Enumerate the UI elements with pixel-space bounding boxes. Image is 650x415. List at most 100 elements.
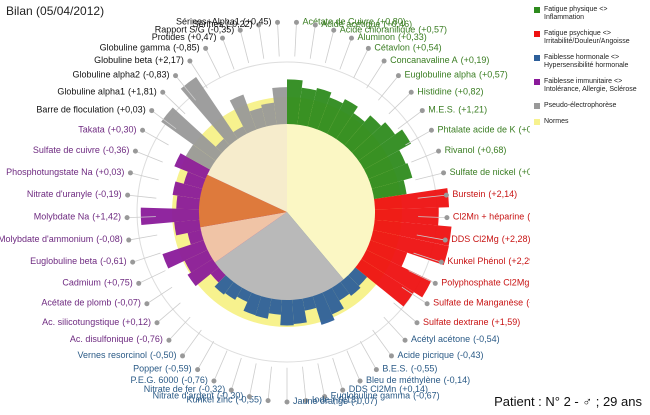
item-label: Acide acétique (+0,46)	[321, 19, 412, 29]
item-value-label: (-0,35)	[208, 25, 235, 35]
label-dot	[173, 73, 179, 79]
label-dot	[322, 394, 328, 400]
item-value-label: (-0,54)	[473, 335, 500, 345]
item-name: Rivanol	[445, 146, 475, 156]
item-value-label: (-0,08)	[96, 234, 123, 244]
item-label: Nitrate d'uranyle (-0,19)	[27, 190, 122, 200]
item-name: Molybdate d'ammonium	[0, 234, 93, 244]
label-dot	[432, 280, 438, 286]
label-connector	[339, 37, 352, 70]
label-connector	[401, 286, 428, 305]
legend-item: Pseudo-électrophorèse	[534, 102, 648, 110]
label-dot	[441, 170, 447, 176]
item-value-label: (+1,67)	[527, 212, 530, 222]
item-label: Acide picrique (-0,43)	[397, 350, 483, 360]
pie-sector	[200, 212, 287, 263]
label-connector	[413, 252, 442, 263]
item-name: DDS Cl2Mn	[349, 384, 397, 394]
label-dot	[438, 259, 444, 265]
item-value-label: (-0,22)	[226, 19, 253, 29]
item-value-label: (+2,28)	[502, 234, 530, 244]
item-label: Popper (-0,59)	[133, 364, 192, 374]
label-connector	[302, 366, 307, 401]
label-connector	[222, 37, 235, 70]
item-name: Euglobuline gamma	[331, 391, 411, 401]
legend-item: Normes	[534, 118, 648, 126]
item-label: Concanavaline A (+0,19)	[390, 55, 489, 65]
item-name: Acide acétique	[321, 19, 380, 29]
item-value-label: (-0,36)	[103, 146, 130, 156]
legend-swatch	[534, 79, 540, 85]
item-name: Phosphotungstate Na	[6, 167, 93, 177]
item-name: Kunkel zinc	[187, 395, 234, 405]
item-label: Kunkel zinc (-0,55)	[187, 395, 263, 405]
label-dot	[246, 394, 252, 400]
label-dot	[124, 215, 130, 221]
item-name: Acétate de Cuivre	[302, 17, 374, 27]
item-name: Ac. disulfonique	[70, 335, 134, 345]
item-label: Barre de floculation (+0,03)	[36, 105, 145, 115]
item-name: Nitrate de fer	[144, 384, 196, 394]
label-dot	[443, 192, 449, 198]
label-connector	[128, 234, 158, 241]
label-dot	[136, 280, 142, 286]
item-label: P.E.G. 6000 (-0,76)	[131, 375, 208, 385]
item-label: Sulfate dextrane (+1,59)	[423, 317, 520, 327]
label-connector	[418, 216, 447, 219]
label-connector	[189, 60, 208, 89]
item-name: Globuline alpha1	[57, 87, 125, 97]
label-dot	[265, 398, 271, 404]
item-value-label: (-0,07)	[114, 298, 141, 308]
label-connector	[156, 302, 181, 324]
pie-sector	[198, 174, 287, 228]
label-dot	[203, 45, 209, 51]
pie-sector	[287, 124, 376, 280]
legend-swatch	[534, 119, 540, 125]
item-label: Jaune orange (-0,07)	[293, 396, 378, 406]
label-connector	[408, 270, 436, 284]
item-label: Phtalate acide de K (+0,60)	[437, 125, 530, 135]
item-value-label: (-0,43)	[457, 350, 484, 360]
item-name: Sérines	[193, 19, 224, 29]
item-name: Polyphosphate Cl2Mg	[441, 278, 529, 288]
item-label: Rivanol (+0,68)	[445, 146, 507, 156]
legend-item: Fatigue physique <> Inflammation	[534, 6, 648, 22]
item-label: Vernes resorcinol (-0,50)	[77, 350, 176, 360]
label-connector	[378, 75, 399, 101]
pie-sector	[207, 124, 287, 212]
item-label: Ac. disulfonique (-0,76)	[70, 335, 163, 345]
item-label: DDS Cl2Mn (+0,14)	[349, 384, 428, 394]
pie-sector	[214, 212, 344, 301]
item-label: M.E.S. (+1,21)	[428, 105, 487, 115]
label-dot	[127, 170, 133, 176]
label-dot	[275, 19, 281, 25]
labels: Acétate de Cuivre (+0,80)Acide acétique (+…	[0, 17, 561, 407]
label-connector	[175, 75, 196, 101]
item-label: Cl2Mn + héparine(+1,67)	[453, 212, 530, 222]
label-dot	[303, 398, 309, 404]
label-dot	[293, 19, 299, 25]
chart: Acétate de Cuivre (+0,80)Acide acétique (+…	[0, 17, 561, 407]
item-value-label: (-0,83)	[143, 70, 170, 80]
label-connector	[393, 302, 418, 324]
item-label: Cadmium (+0,75)	[62, 278, 132, 288]
item-name: Globuline beta	[94, 55, 152, 65]
item-value-label: (+0,03)	[117, 105, 146, 115]
item-label: Sulfate de cuivre (-0,36)	[33, 146, 130, 156]
label-connector	[324, 30, 335, 64]
item-label: Nitrate d'argent (-0,30)	[153, 391, 244, 401]
item-name: Euglobuline beta	[30, 256, 97, 266]
item-label: Molybdate d'ammonium (-0,08)	[0, 234, 123, 244]
label-dot	[365, 45, 371, 51]
label-dot	[388, 353, 394, 359]
label-dot	[312, 22, 318, 28]
label-dot	[340, 387, 346, 393]
label-dot	[166, 337, 172, 343]
label-dot	[140, 127, 146, 133]
item-label: Molybdate Na (+1,42)	[34, 212, 121, 222]
item-value-label: (-0,30)	[217, 391, 244, 401]
item-value-label: (+0,14)	[399, 384, 428, 394]
label-connector	[332, 357, 344, 391]
item-value-label: (-0,76)	[181, 375, 208, 385]
label-dot	[237, 27, 243, 33]
